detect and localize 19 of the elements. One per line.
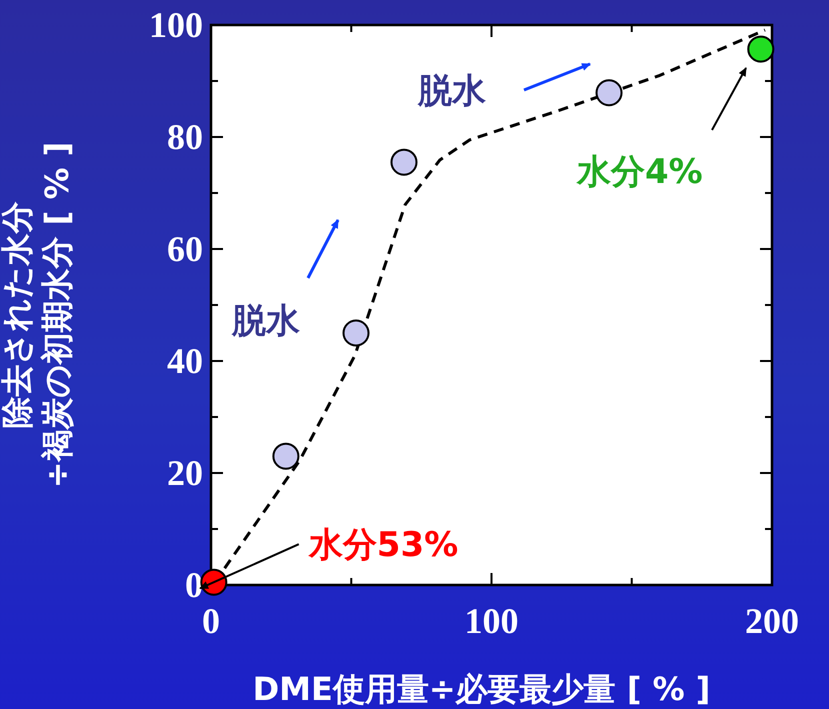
- y-axis-title: 除去された水分 ÷褐炭の初期水分 [ % ]: [0, 142, 76, 488]
- y-tick-label: 0: [185, 565, 203, 605]
- point: [272, 442, 300, 470]
- y-tick-label: 80: [167, 117, 203, 157]
- x-axis-title: DME使用量÷必要最少量 [ % ]: [252, 670, 710, 708]
- point: [596, 79, 623, 106]
- annotation: 脱水: [417, 71, 486, 111]
- point: [342, 320, 370, 346]
- x-tick-label: 100: [464, 601, 518, 641]
- annotation: 水分4%: [576, 152, 703, 192]
- y-tick-label: 20: [167, 453, 203, 493]
- y-tick-label: 100: [149, 5, 203, 45]
- x-tick-label: 200: [745, 601, 799, 641]
- y-tick-label: 60: [167, 229, 203, 269]
- y-tick-label: 40: [167, 341, 203, 381]
- annotation: 脱水: [231, 301, 300, 341]
- annotation: 水分53%: [308, 525, 458, 566]
- point: [390, 148, 418, 176]
- point: [747, 36, 774, 63]
